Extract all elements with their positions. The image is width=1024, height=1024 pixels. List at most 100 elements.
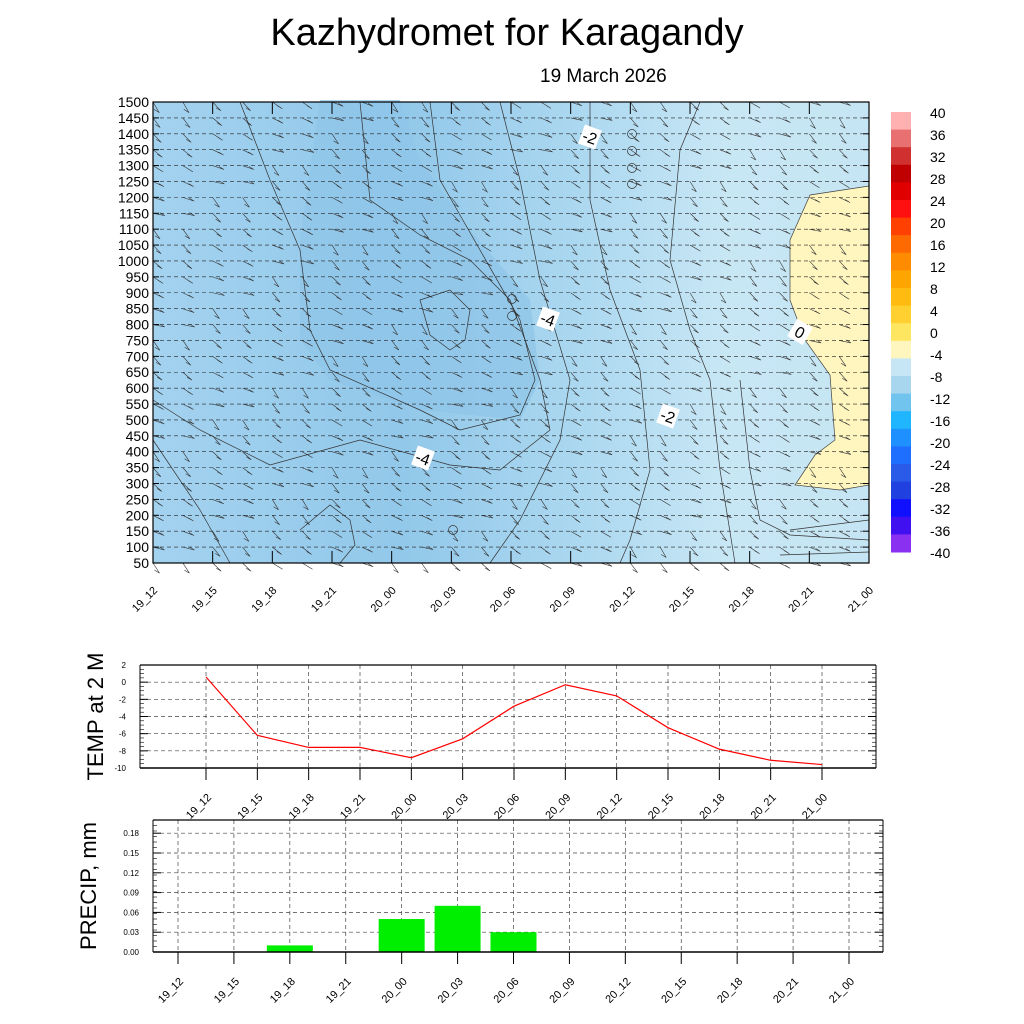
wind-barb <box>242 435 251 446</box>
wind-barb <box>391 451 399 462</box>
wind-barb <box>212 483 224 490</box>
x-tick-label: 20_12 <box>607 585 637 615</box>
wind-barb <box>809 149 818 159</box>
wind-barb <box>749 546 760 555</box>
wind-barb <box>570 546 582 553</box>
wind-barb <box>331 308 343 315</box>
temperature-contour <box>739 379 870 541</box>
wind-barb <box>510 451 522 458</box>
wind-barb <box>630 419 643 424</box>
wind-barb <box>779 371 792 375</box>
wind-barb <box>660 181 672 187</box>
colorbar-label: 4 <box>930 303 938 319</box>
wind-barb <box>421 101 429 113</box>
y-axis-label: TEMP at 2 M <box>83 653 108 781</box>
wind-barb <box>361 340 374 345</box>
wind-barb <box>391 197 404 201</box>
wind-barb <box>839 451 852 455</box>
x-tick-label: 20_12 <box>595 792 625 822</box>
wind-barb <box>749 181 759 191</box>
wind-barb <box>421 197 434 201</box>
colorbar-label: 16 <box>930 237 946 253</box>
wind-barb <box>809 403 820 411</box>
wind-barb <box>152 435 165 439</box>
y-tick-label: -4 <box>119 713 127 722</box>
x-tick-label: 20_15 <box>659 976 689 1006</box>
wind-barb <box>689 531 698 542</box>
wind-barb <box>481 371 493 378</box>
wind-barb <box>600 530 612 538</box>
x-tick-label: 21_00 <box>800 792 830 822</box>
wind-barb <box>480 419 489 431</box>
wind-barb <box>272 165 280 176</box>
x-tick-label: 20_09 <box>548 585 578 615</box>
temperature-contour <box>789 519 870 531</box>
wind-barb <box>809 117 817 130</box>
wind-barb <box>719 165 732 169</box>
wind-barb <box>570 276 580 286</box>
wind-barb <box>779 117 791 123</box>
wind-barb <box>391 308 404 313</box>
colorbar-label: -20 <box>930 435 950 451</box>
wind-barb <box>152 276 164 284</box>
wind-barb <box>630 340 639 351</box>
y-tick-label: 1100 <box>119 221 149 237</box>
y-tick-label: 650 <box>126 364 150 380</box>
wind-barb <box>242 180 255 185</box>
wind-barb <box>600 101 612 107</box>
x-tick-label: 21_00 <box>846 585 876 615</box>
wind-barb <box>391 483 402 492</box>
wind-barb <box>302 562 313 570</box>
wind-barb <box>212 451 222 461</box>
wind-barb <box>152 292 164 299</box>
wind-barb <box>719 276 732 281</box>
wind-barb <box>451 101 461 111</box>
contour-label-bg <box>411 445 435 471</box>
wind-barb <box>600 340 613 344</box>
wind-barb <box>600 483 609 494</box>
wind-barb <box>212 419 220 431</box>
wind-barb <box>361 387 371 397</box>
y-tick-label: 1500 <box>118 94 149 110</box>
y-tick-label: 2 <box>122 661 127 670</box>
wind-barb <box>839 212 851 218</box>
wind-barb <box>451 451 461 460</box>
wind-barb <box>182 546 195 551</box>
wind-barb <box>242 403 255 408</box>
wind-barb <box>510 562 522 570</box>
wind-barb <box>630 213 638 224</box>
y-tick-label: 450 <box>126 428 150 444</box>
wind-barb <box>272 197 282 206</box>
wind-barb <box>839 562 851 567</box>
wind-barb <box>272 356 284 362</box>
wind-barb <box>212 403 225 408</box>
wind-barb <box>421 467 430 477</box>
wind-barb <box>660 515 672 521</box>
wind-barb <box>809 197 821 203</box>
wind-barb <box>659 372 670 380</box>
wind-barb <box>630 101 638 113</box>
wind-barb <box>331 276 341 286</box>
wind-barb <box>510 292 520 302</box>
wind-barb <box>421 372 431 381</box>
y-tick-label: 0.15 <box>123 849 139 858</box>
colorbar-label: -36 <box>930 523 950 539</box>
wind-barb <box>749 197 760 206</box>
wind-barb <box>331 356 339 367</box>
wind-barb <box>242 546 251 557</box>
wind-barb <box>749 451 761 458</box>
wind-barb <box>212 467 223 475</box>
wind-barb <box>689 371 702 378</box>
wind-barb <box>779 451 791 458</box>
wind-barb <box>809 181 820 189</box>
wind-barb <box>570 387 580 397</box>
wind-barb <box>242 213 251 223</box>
wind-barb <box>779 403 788 414</box>
wind-barb <box>779 324 790 332</box>
wind-barb <box>331 387 341 397</box>
colorbar-cell <box>891 323 911 342</box>
wind-barb <box>719 387 732 392</box>
wind-barb <box>570 340 583 344</box>
wind-barb <box>809 530 821 538</box>
contour-label-bg <box>578 124 602 150</box>
